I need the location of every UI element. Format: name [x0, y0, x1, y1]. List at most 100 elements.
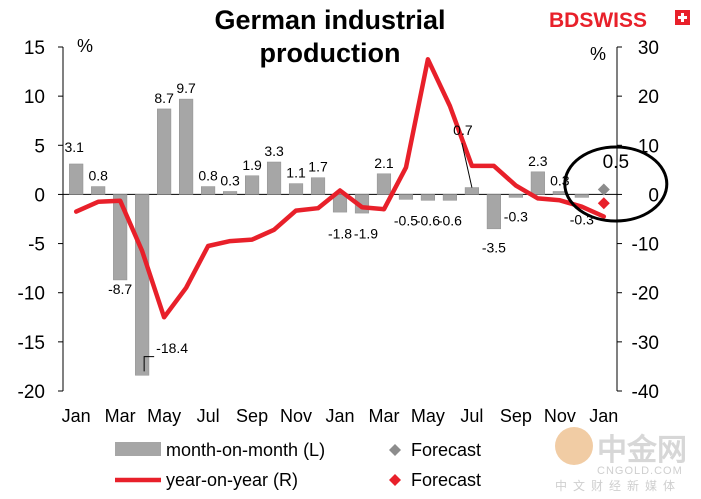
watermark-chinese: 中金网 — [597, 433, 687, 468]
right-tick-label: -10 — [632, 235, 659, 256]
x-tick-label: Sep — [236, 406, 268, 426]
left-tick-label: 0 — [34, 185, 45, 206]
bar-mom — [244, 175, 260, 195]
forecast-data-label: 0.5 — [603, 152, 629, 173]
left-tick-label: -15 — [18, 333, 45, 354]
x-tick-label: Jul — [197, 406, 220, 426]
legend-label-mom: month-on-month (L) — [166, 440, 325, 460]
leader-line — [143, 356, 155, 372]
bar-data-label: 2.1 — [374, 155, 394, 171]
right-axis-unit: % — [590, 44, 606, 64]
swiss-cross-icon — [675, 10, 690, 25]
bar-mom — [332, 194, 348, 213]
forecast-marker-mom — [597, 183, 610, 196]
legend-swatch-bar — [115, 442, 161, 456]
right-tick-label: 0 — [648, 185, 659, 206]
bar-data-label: 9.7 — [176, 80, 196, 96]
bar-data-label: -18.4 — [156, 340, 188, 356]
bar-data-label: 0.8 — [88, 168, 108, 184]
x-tick-label: Nov — [544, 406, 576, 426]
brand-bd: BD — [549, 9, 580, 32]
bar-mom — [135, 194, 150, 376]
bar-data-label: 2.3 — [528, 153, 548, 169]
left-axis-unit: % — [77, 36, 93, 56]
right-tick-label: -40 — [632, 382, 659, 403]
right-tick-label: -30 — [632, 333, 659, 354]
line-yoy — [73, 57, 607, 320]
bar-data-label: -0.3 — [570, 211, 594, 227]
x-tick-label: Mar — [105, 406, 136, 426]
bar-data-label: -8.7 — [108, 281, 132, 297]
bar-mom — [310, 177, 326, 195]
forecast-marker-yoy — [597, 197, 610, 210]
left-tick-label: 5 — [34, 136, 45, 157]
right-tick-label: 20 — [638, 87, 659, 108]
legend-label-forecast-red: Forecast — [411, 470, 481, 490]
legend-label-yoy: year-on-year (R) — [166, 470, 298, 490]
x-tick-label: Nov — [280, 406, 312, 426]
right-tick-label: 30 — [638, 38, 659, 59]
chart-title: German industrial production — [214, 5, 446, 68]
x-tick-label: Jan — [62, 406, 91, 426]
bar-mom — [223, 191, 238, 195]
watermark: 中金网 CNGOLD.COM 中文财经新媒体 — [555, 425, 695, 495]
bar-mom — [398, 194, 414, 200]
bar-mom — [508, 194, 523, 198]
bar-data-label: -3.5 — [482, 239, 506, 255]
bar-data-label: 1.1 — [286, 165, 306, 181]
bar-mom — [201, 186, 216, 195]
x-tick-label: Mar — [368, 406, 399, 426]
left-tick-label: -20 — [18, 382, 45, 403]
bar-mom — [420, 194, 436, 201]
bar-data-label: -0.6 — [438, 212, 462, 228]
bar-mom — [288, 183, 304, 195]
x-tick-label: Sep — [500, 406, 532, 426]
bar-data-label: -0.5 — [394, 212, 418, 228]
x-tick-label: Jan — [325, 406, 354, 426]
bar-mom — [464, 187, 479, 195]
legend-swatch-forecast-gray — [389, 444, 401, 456]
bar-data-label: 1.7 — [308, 159, 328, 175]
right-tick-label: -20 — [632, 284, 659, 305]
bar-data-label: -1.8 — [328, 225, 352, 241]
brand-swiss: SWISS — [579, 9, 648, 32]
bar-mom — [69, 163, 84, 195]
bar-data-label: 1.9 — [242, 157, 262, 173]
x-tick-label: Jan — [589, 406, 618, 426]
bar-mom — [179, 98, 194, 195]
bar-data-label: 3.1 — [64, 139, 84, 155]
highlight-circle — [563, 145, 669, 223]
watermark-english: CNGOLD.COM — [597, 465, 683, 477]
x-tick-label: May — [147, 406, 181, 426]
bar-data-label: 3.3 — [264, 143, 284, 159]
leader-line — [461, 142, 473, 188]
legend-label-forecast-gray: Forecast — [411, 440, 481, 460]
bar-data-label: -0.6 — [416, 212, 440, 228]
x-tick-label: May — [411, 406, 445, 426]
left-tick-label: -10 — [18, 284, 45, 305]
bar-mom — [442, 194, 457, 201]
bar-data-label: 0.3 — [220, 172, 240, 188]
bar-mom — [266, 161, 282, 195]
bar-mom — [157, 108, 172, 195]
bar-data-label: 0.8 — [198, 168, 218, 184]
bar-mom — [530, 171, 545, 195]
bar-mom — [486, 194, 501, 230]
bar-data-label: -1.9 — [354, 225, 378, 241]
watermark-logo-icon — [555, 427, 593, 465]
bar-data-label: 0.7 — [453, 122, 473, 138]
left-tick-label: 15 — [24, 38, 45, 59]
bar-mom — [91, 186, 106, 195]
watermark-subtitle: 中文财经新媒体 — [555, 479, 682, 493]
x-tick-label: Jul — [460, 406, 483, 426]
brand-logo: BDSWISS — [549, 9, 647, 33]
bar-mom — [376, 173, 392, 195]
left-tick-label: 10 — [24, 87, 45, 108]
bar-mom — [574, 194, 589, 198]
bar-data-label: -0.3 — [504, 208, 528, 224]
bar-mom — [113, 194, 128, 281]
left-tick-label: -5 — [28, 235, 45, 256]
legend-swatch-forecast-red — [389, 474, 401, 486]
bar-data-label: 8.7 — [154, 90, 174, 106]
